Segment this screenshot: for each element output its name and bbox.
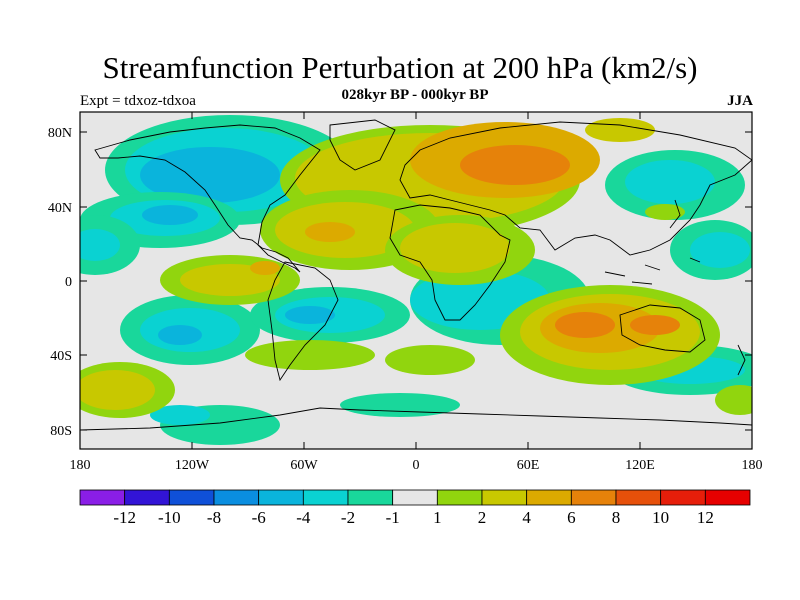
colorbar-swatch (436, 489, 483, 506)
colorbar-labels: -12 -10 -8 -6 -4 -2 -1 1 2 4 6 8 10 12 (113, 508, 714, 527)
colorbar-swatch (168, 489, 215, 506)
colorbar-swatch (570, 489, 617, 506)
season-label: JJA (727, 93, 753, 109)
latitude-tick-label: 0 (65, 275, 72, 290)
colorbar-label: 8 (612, 508, 621, 527)
longitude-tick-label: 0 (413, 458, 420, 473)
latitude-tick-label: 80S (50, 424, 72, 439)
latitude-tick-label: 40S (50, 349, 72, 364)
colorbar-label: -1 (386, 508, 400, 527)
colorbar-swatch (124, 489, 170, 506)
colorbar-swatch (347, 489, 394, 506)
colorbar-label: -6 (252, 508, 266, 527)
colorbar-swatch (660, 489, 706, 506)
longitude-tick-label: 180 (70, 458, 91, 473)
colorbar-label: -12 (113, 508, 136, 527)
colorbar-swatch (392, 489, 438, 506)
colorbar (79, 489, 751, 506)
colorbar-label: -4 (296, 508, 311, 527)
map-subtitle: 028kyr BP - 000kyr BP (341, 87, 489, 103)
colorbar-swatch (481, 489, 528, 506)
colorbar-label: -8 (207, 508, 221, 527)
map-field (80, 112, 752, 449)
colorbar-label: 10 (652, 508, 669, 527)
colorbar-label: 4 (522, 508, 531, 527)
longitude-tick-label: 60W (290, 458, 318, 473)
colorbar-label: 12 (697, 508, 714, 527)
longitude-tick-labels: 180 120W 60W 0 60E 120E 180 (70, 458, 763, 473)
map-title: Streamfunction Perturbation at 200 hPa (… (102, 50, 698, 85)
tick-marks (79, 112, 753, 449)
coastlines (80, 119, 752, 431)
longitude-tick-label: 120E (625, 458, 655, 473)
colorbar-swatch (79, 489, 126, 506)
colorbar-label: -10 (158, 508, 181, 527)
longitude-tick-label: 60E (517, 458, 540, 473)
latitude-tick-label: 80N (48, 126, 72, 141)
colorbar-swatch (526, 489, 572, 506)
colorbar-label: -2 (341, 508, 355, 527)
latitude-tick-label: 40N (48, 201, 72, 216)
colorbar-label: 1 (433, 508, 442, 527)
colorbar-label: 2 (478, 508, 487, 527)
colorbar-swatch (615, 489, 662, 506)
colorbar-swatch (258, 489, 304, 506)
longitude-tick-label: 120W (175, 458, 210, 473)
longitude-tick-label: 180 (742, 458, 763, 473)
colorbar-label: 6 (567, 508, 576, 527)
colorbar-swatch (213, 489, 260, 506)
colorbar-swatch (704, 489, 751, 506)
colorbar-swatch (302, 489, 349, 506)
experiment-label: Expt = tdxoz-tdxoa (80, 93, 196, 109)
latitude-tick-labels: 80N 40N 0 40S 80S (48, 126, 72, 439)
